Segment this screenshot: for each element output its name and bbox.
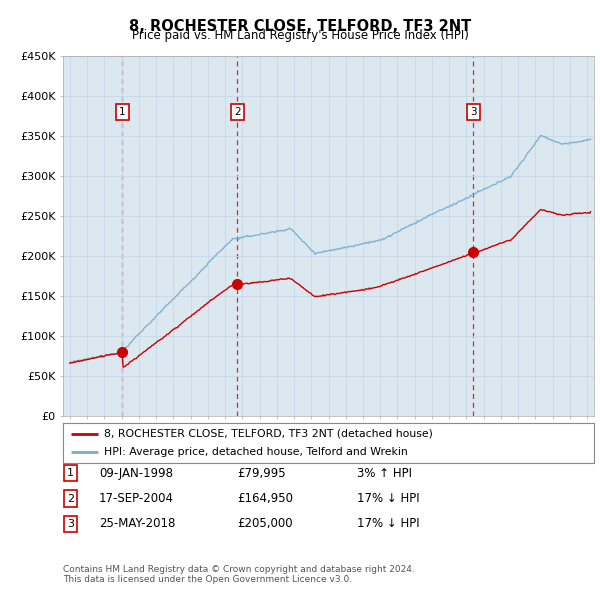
Text: 2: 2: [234, 107, 241, 117]
Text: 17% ↓ HPI: 17% ↓ HPI: [357, 517, 419, 530]
Text: 25-MAY-2018: 25-MAY-2018: [99, 517, 175, 530]
Text: HPI: Average price, detached house, Telford and Wrekin: HPI: Average price, detached house, Telf…: [104, 447, 408, 457]
Text: £164,950: £164,950: [237, 492, 293, 505]
Text: 1: 1: [67, 468, 74, 478]
Text: 3: 3: [470, 107, 476, 117]
Text: Price paid vs. HM Land Registry's House Price Index (HPI): Price paid vs. HM Land Registry's House …: [131, 30, 469, 42]
Text: 3% ↑ HPI: 3% ↑ HPI: [357, 467, 412, 480]
Text: 8, ROCHESTER CLOSE, TELFORD, TF3 2NT: 8, ROCHESTER CLOSE, TELFORD, TF3 2NT: [129, 19, 471, 34]
Text: £79,995: £79,995: [237, 467, 286, 480]
Text: 09-JAN-1998: 09-JAN-1998: [99, 467, 173, 480]
Text: 1: 1: [119, 107, 125, 117]
Text: 8, ROCHESTER CLOSE, TELFORD, TF3 2NT (detached house): 8, ROCHESTER CLOSE, TELFORD, TF3 2NT (de…: [104, 429, 433, 439]
Text: 3: 3: [67, 519, 74, 529]
Text: 17% ↓ HPI: 17% ↓ HPI: [357, 492, 419, 505]
Text: Contains HM Land Registry data © Crown copyright and database right 2024.
This d: Contains HM Land Registry data © Crown c…: [63, 565, 415, 584]
Text: 2: 2: [67, 494, 74, 503]
Text: £205,000: £205,000: [237, 517, 293, 530]
Text: 17-SEP-2004: 17-SEP-2004: [99, 492, 174, 505]
